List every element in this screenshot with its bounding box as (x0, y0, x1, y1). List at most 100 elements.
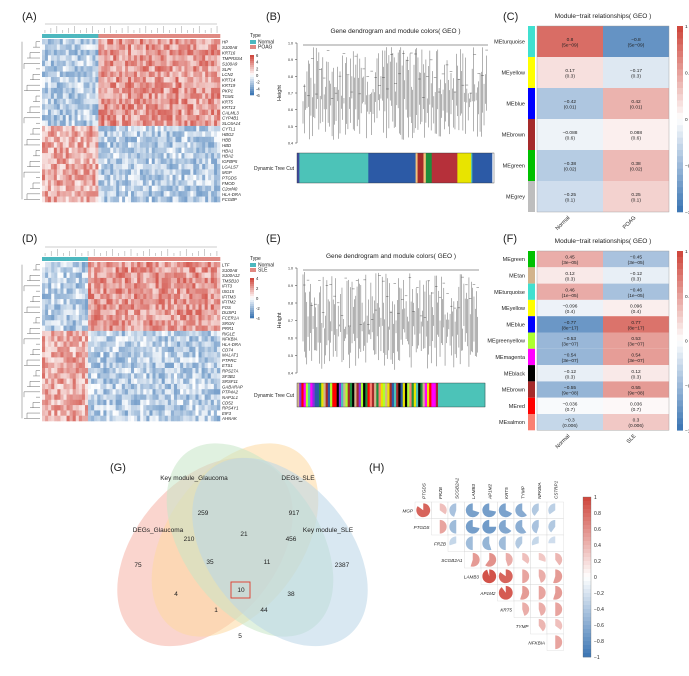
venn-count: 210 (184, 536, 195, 543)
heatD-gene-label: LTF (222, 263, 230, 268)
heatD-type-cell (204, 257, 209, 261)
moduleF-cell-pvalue: (0.4) (631, 309, 641, 315)
corr-row-label: TYMP (516, 624, 530, 629)
corr-pie (555, 635, 563, 650)
moduleF-row-swatch (528, 381, 535, 398)
moduleF-cell (603, 365, 669, 382)
heatA-type-cell (74, 34, 78, 38)
moduleF-cell-value: −0.3 (565, 418, 575, 424)
heatA-gene-label: SLPI (222, 67, 232, 72)
corr-pie (548, 519, 556, 533)
corr-pie (482, 519, 497, 534)
heatD-type-cell (106, 257, 110, 261)
moduleF-cell-value: 0.036 (630, 401, 642, 407)
moduleF-cell-pvalue: (3e−07) (628, 342, 645, 348)
corr-scale-tick: −0.2 (594, 591, 604, 597)
heatD-gene-label: CD52 (222, 400, 234, 405)
venn-count: 44 (260, 607, 268, 614)
heatA-gene-label: CALML3 (222, 110, 239, 115)
moduleF-scale-tick: −0.5 (685, 383, 689, 389)
corr-pie (498, 503, 513, 518)
moduleF-scale-tick: −1 (685, 428, 689, 434)
moduleC-cell-value: 0.088 (630, 130, 642, 136)
heatA-gene-label: KRT5 (222, 99, 234, 104)
venn-highlight-box (230, 581, 251, 599)
heatD-type-cell (143, 257, 147, 261)
heatA-col-dendrogram (44, 23, 218, 33)
heatD-type-cell (170, 257, 175, 261)
heatD-gene-label: RPS27A (222, 369, 239, 374)
corr-col-label: KRT5 (504, 487, 509, 499)
moduleF-cell (603, 316, 669, 333)
heatA-gene-label: TMPRSS4 (222, 56, 243, 61)
heatD-legend-normal: Normal (258, 263, 274, 269)
corr-pie (522, 602, 530, 616)
moduleF-row-swatch (528, 316, 535, 333)
corr-pie (485, 552, 497, 567)
moduleF-cell-value: 0.12 (565, 271, 575, 277)
heatD-gene-label: ISG15 (222, 289, 235, 294)
moduleF-row-name: MEred (509, 404, 525, 410)
moduleF-row-swatch (528, 267, 535, 284)
corr-pie (439, 503, 447, 515)
venn-count: 456 (286, 536, 297, 543)
venn-count: 4 (174, 591, 178, 598)
heatA-type-cell (128, 34, 132, 38)
dendroE-ytick: 0.8 (288, 302, 293, 306)
heatD-type-cell (131, 257, 135, 261)
panel-label-c: (C) (503, 11, 519, 23)
dendroE-ytick: 0.6 (288, 337, 293, 341)
heatA-type-cell (199, 34, 203, 38)
moduleF-cell-value: −0.46 (630, 287, 642, 293)
moduleC-cell-pvalue: (0.6) (631, 136, 641, 142)
moduleC-cell (603, 26, 669, 57)
heatD-type-cell (69, 257, 73, 261)
corr-colorbar (582, 496, 592, 658)
heatD-scale-tick: -2 (256, 306, 260, 311)
moduleC-scale-tick: 1 (685, 24, 688, 30)
heatA-type-cell (217, 34, 221, 38)
heatA-legend-title: Type (250, 33, 261, 39)
heatD-type-cell (216, 257, 221, 261)
moduleF-cell-value: 0.54 (631, 352, 641, 358)
heatA-type-cell (110, 34, 114, 38)
moduleF-cell-pvalue: (0.006) (562, 423, 578, 429)
moduleC-row-name: MEbrown (502, 133, 525, 139)
heatD-gene-label: CD74 (222, 347, 234, 352)
venn-diagram (117, 443, 368, 647)
heatA-type-cell (169, 34, 173, 38)
moduleF-scale-tick: 0.5 (685, 294, 689, 300)
heatA-gene-label: HBD (222, 143, 231, 148)
heatA-type-cell (119, 34, 123, 38)
heatA-type-cell (83, 34, 87, 38)
moduleC-cell-value: 0.38 (631, 161, 641, 167)
moduleC-cell-pvalue: (0.02) (630, 167, 643, 173)
heatD-legend-disease: SLE (258, 268, 268, 274)
heatA-gene-label: PKP1 (222, 89, 234, 94)
heatA-scale-tick: -4 (256, 86, 260, 91)
corr-scale-tick: 0.8 (594, 511, 601, 517)
corr-pie (548, 536, 556, 544)
corr-row-label: FRZB (434, 541, 446, 546)
heatD-gene-label: MALAT1 (222, 353, 239, 358)
moduleC-cell-pvalue: (0.3) (631, 74, 641, 80)
heatD-type-cell (115, 257, 120, 261)
heatA-type-cell (193, 34, 197, 38)
moduleC-row-name: MEgrey (506, 195, 525, 201)
heatD-type-cell (180, 257, 184, 261)
corr-pie (498, 536, 506, 551)
heatA-type-cell (142, 34, 147, 38)
heatD-type-cell (94, 257, 98, 261)
heatA-type-cell (131, 34, 135, 38)
moduleF-row-swatch (528, 299, 535, 317)
heatD-gene-label: IFITM2 (222, 300, 236, 305)
corr-scale-tick: 0.2 (594, 559, 601, 565)
moduleF-cell-value: −0.12 (564, 369, 576, 375)
dendroE-band-label: Dynamic Tree Cut (254, 393, 295, 399)
moduleC-row-swatch (528, 57, 535, 88)
moduleF-cell-pvalue: (1e−05) (562, 293, 579, 299)
moduleF-cell-value: −0.45 (630, 255, 642, 261)
moduleF-row-name: MEturquoise (494, 290, 525, 296)
moduleC-cell-pvalue: (0.6) (565, 136, 575, 142)
corr-pie (538, 618, 546, 632)
